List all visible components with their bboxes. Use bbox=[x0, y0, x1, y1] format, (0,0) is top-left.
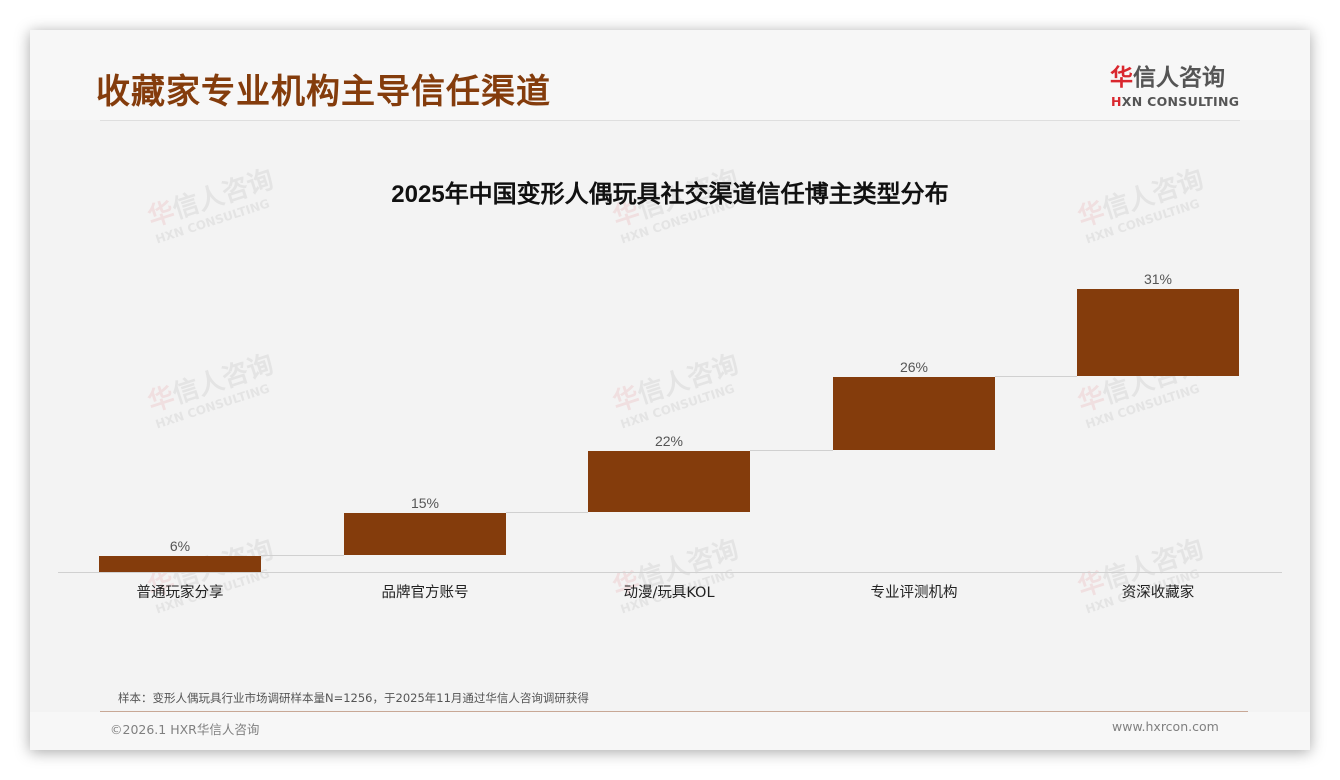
copyright-text: ©2026.1 HXR华信人咨询 bbox=[110, 722, 260, 737]
logo-english-text: HXN CONSULTING bbox=[1111, 94, 1239, 109]
header-divider bbox=[100, 120, 1240, 121]
bar-专业评测机构 bbox=[833, 377, 995, 450]
x-axis-line bbox=[58, 572, 1282, 573]
slide-footer: ©2026.1 HXR华信人咨询 www.hxrcon.com bbox=[30, 712, 1310, 750]
category-label: 专业评测机构 bbox=[870, 585, 958, 601]
bar-value-label: 15% bbox=[410, 495, 440, 511]
waterfall-chart: 6% 15% 22% 26% 31% 普通玩家分享 品牌官方账号 动漫/玩具KO… bbox=[30, 30, 1310, 750]
bar-品牌官方账号 bbox=[344, 513, 506, 555]
category-label: 品牌官方账号 bbox=[381, 585, 469, 601]
bar-value-label: 6% bbox=[169, 538, 191, 554]
connector-line bbox=[506, 512, 588, 513]
company-logo: 华信人咨询 HXN CONSULTING bbox=[1110, 64, 1240, 112]
bar-普通玩家分享 bbox=[99, 556, 261, 572]
bar-value-label: 31% bbox=[1143, 271, 1173, 287]
connector-line bbox=[750, 450, 833, 451]
slide-header bbox=[30, 30, 1310, 120]
logo-en-rest: XN CONSULTING bbox=[1121, 94, 1240, 109]
category-label: 普通玩家分享 bbox=[136, 585, 224, 601]
connector-line bbox=[995, 376, 1077, 377]
bar-value-label: 26% bbox=[899, 359, 929, 375]
website-link[interactable]: www.hxrcon.com bbox=[1112, 719, 1219, 734]
bar-value-label: 22% bbox=[654, 433, 684, 449]
bar-资深收藏家 bbox=[1077, 289, 1239, 376]
connector-line bbox=[261, 555, 344, 556]
logo-chinese-text: 华信人咨询 bbox=[1110, 64, 1225, 92]
chart-title: 2025年中国变形人偶玩具社交渠道信任博主类型分布 bbox=[391, 181, 949, 208]
slide: 收藏家专业机构主导信任渠道 华信人咨询 HXN CONSULTING 华信人咨询… bbox=[30, 30, 1310, 750]
bar-动漫玩具kol bbox=[588, 451, 750, 512]
logo-accent-char: 华 bbox=[1110, 65, 1133, 91]
footer-divider bbox=[100, 711, 1248, 712]
logo-en-accent: H bbox=[1111, 94, 1122, 109]
logo-cn-rest: 信人咨询 bbox=[1133, 65, 1225, 91]
category-label: 资深收藏家 bbox=[1121, 585, 1195, 601]
category-label: 动漫/玩具KOL bbox=[623, 585, 715, 601]
page-title: 收藏家专业机构主导信任渠道 bbox=[96, 72, 551, 112]
source-note: 样本：变形人偶玩具行业市场调研样本量N=1256，于2025年11月通过华信人咨… bbox=[118, 691, 589, 705]
